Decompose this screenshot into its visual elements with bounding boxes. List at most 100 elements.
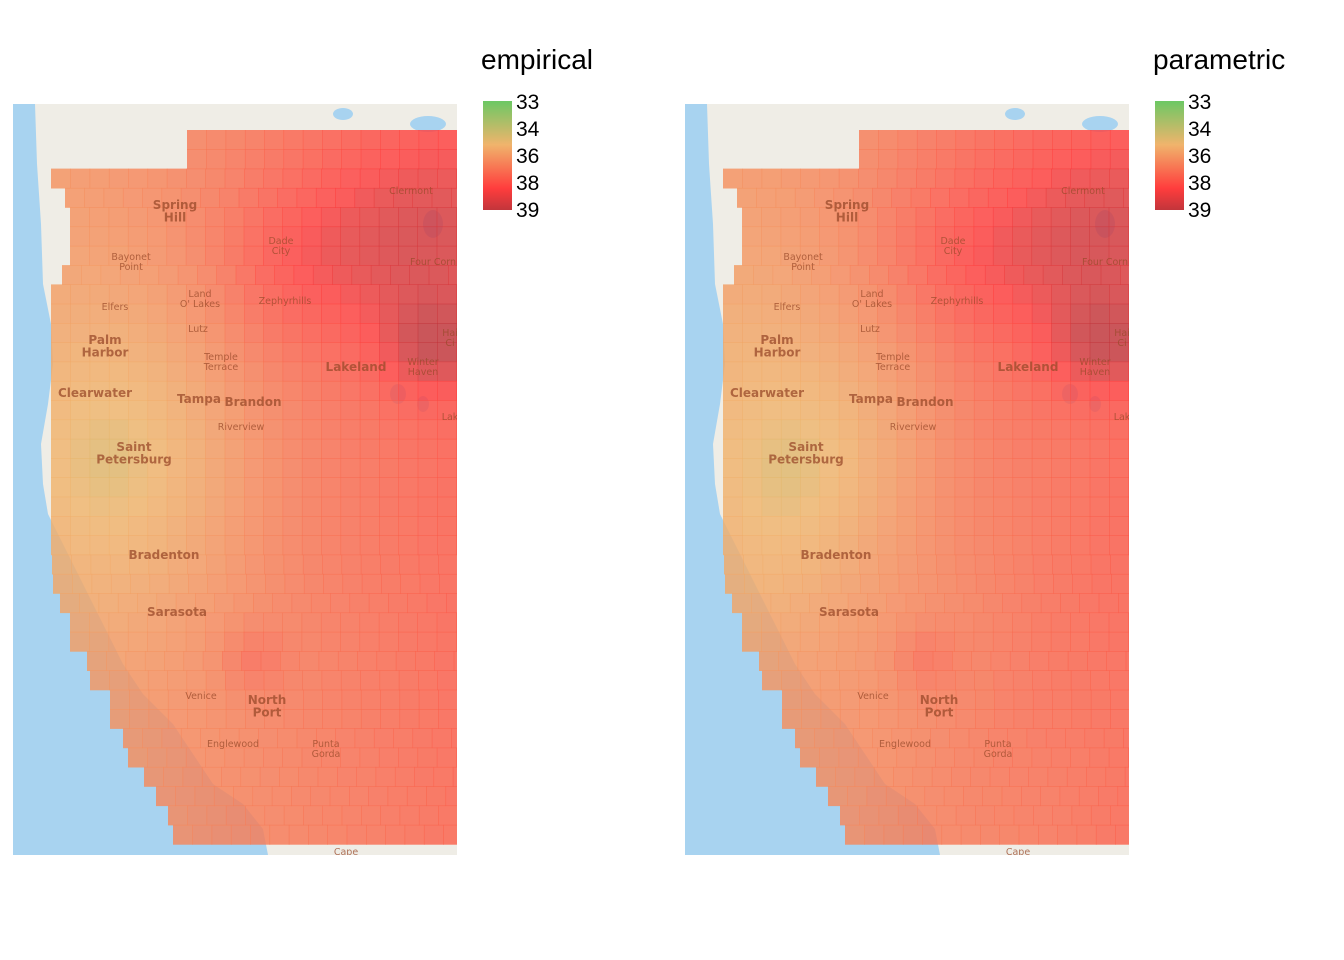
heat-cell — [378, 747, 399, 768]
heat-cell — [857, 612, 878, 633]
heat-cell — [1128, 631, 1129, 652]
heat-cell — [1109, 400, 1129, 421]
heat-cell — [301, 631, 322, 652]
heat-cell — [1089, 535, 1110, 556]
heat-cell — [761, 458, 782, 478]
heat-cell — [993, 400, 1014, 421]
heat-cell — [1089, 477, 1110, 498]
heat-cell — [858, 438, 878, 459]
city-label-line: Temple — [203, 352, 238, 363]
heat-cell — [857, 747, 878, 768]
heat-cell — [185, 207, 206, 228]
city-label-line: City — [944, 246, 963, 257]
heat-cell — [1109, 419, 1129, 440]
heat-cell — [243, 207, 264, 228]
heat-cell — [263, 226, 283, 247]
heat-cell — [277, 728, 298, 749]
heat-cell — [973, 303, 994, 324]
heat-cell — [437, 303, 457, 324]
heat-cell — [456, 631, 457, 652]
heat-cell — [166, 226, 187, 247]
heat-cell — [263, 496, 284, 517]
heat-cell — [185, 631, 206, 652]
heat-cell — [161, 728, 182, 749]
heat-cell — [147, 612, 168, 633]
heat-cell — [360, 130, 381, 150]
heat-cell — [225, 554, 246, 575]
city-label: Cape — [1006, 847, 1030, 855]
heat-cell — [398, 361, 419, 382]
heat-cell — [244, 323, 264, 343]
heat-cell — [1090, 130, 1111, 150]
heat-cell — [156, 593, 177, 614]
heat-cell — [973, 516, 994, 536]
heat-cell — [1089, 245, 1110, 266]
heat-cell — [380, 805, 401, 826]
heat-cell — [380, 554, 400, 575]
heat-cell — [742, 535, 763, 556]
city-label: Winter Haven — [407, 357, 438, 378]
heat-cell — [394, 766, 415, 787]
heat-cell — [955, 805, 976, 826]
heat-cell — [1109, 323, 1129, 343]
heat-cell — [341, 689, 362, 710]
heat-cell — [282, 438, 303, 459]
heat-cell — [303, 573, 324, 594]
heat-cell — [858, 458, 878, 478]
heat-cell — [224, 631, 245, 652]
heat-cell — [1012, 226, 1033, 247]
heat-cell — [814, 728, 835, 749]
heat-cell — [399, 805, 420, 826]
map-panel-parametric: Spring Hill Clermont Dade City Bayonet Point Fo… — [672, 0, 1344, 960]
heat-cell — [437, 342, 457, 363]
heat-cell — [946, 265, 967, 285]
heat-cell — [782, 573, 803, 594]
heat-cell — [225, 709, 246, 729]
heat-cell — [1095, 824, 1116, 845]
heat-cell — [762, 670, 782, 691]
heat-cell — [301, 535, 322, 556]
heat-cell — [763, 573, 784, 594]
heat-cell — [753, 265, 774, 285]
heat-cell — [301, 323, 322, 343]
city-label-line: Hai — [1114, 328, 1129, 339]
heat-cell — [877, 361, 898, 382]
heat-cell — [370, 265, 391, 285]
heat-cell — [418, 670, 438, 691]
heat-cell — [238, 728, 259, 749]
heat-cell — [886, 593, 907, 614]
heat-cell — [312, 265, 333, 285]
heat-cell — [1031, 747, 1052, 768]
heat-cell — [935, 747, 955, 768]
heat-cell — [838, 516, 859, 536]
heat-cell — [186, 419, 206, 440]
heat-cell — [418, 554, 439, 575]
heat-cell — [291, 786, 311, 807]
city-label: Clermont — [1061, 186, 1105, 197]
heat-cell — [330, 593, 351, 614]
heat-cell — [399, 149, 420, 170]
heat-cell — [233, 593, 254, 614]
heat-cell — [840, 573, 861, 594]
city-label-line: Venice — [857, 691, 888, 702]
heat-cell — [205, 535, 226, 556]
heat-cell — [437, 438, 457, 459]
city-label-line: Saint — [788, 440, 823, 454]
heat-cell — [1021, 786, 1041, 807]
heat-cell — [211, 824, 232, 845]
heat-cell — [1012, 631, 1033, 652]
heat-cell — [108, 458, 129, 478]
heat-cell — [819, 284, 840, 305]
heat-cell — [916, 400, 936, 421]
heat-cell — [224, 245, 245, 266]
heat-cell — [1012, 612, 1033, 633]
heat-cell — [321, 516, 342, 536]
heat-cell — [742, 631, 762, 652]
heat-cell — [288, 824, 309, 845]
heat-cell — [70, 168, 91, 189]
heat-cell — [417, 168, 438, 189]
heat-cell — [456, 438, 457, 459]
heat-cell — [258, 728, 278, 749]
heat-cell — [380, 689, 401, 710]
